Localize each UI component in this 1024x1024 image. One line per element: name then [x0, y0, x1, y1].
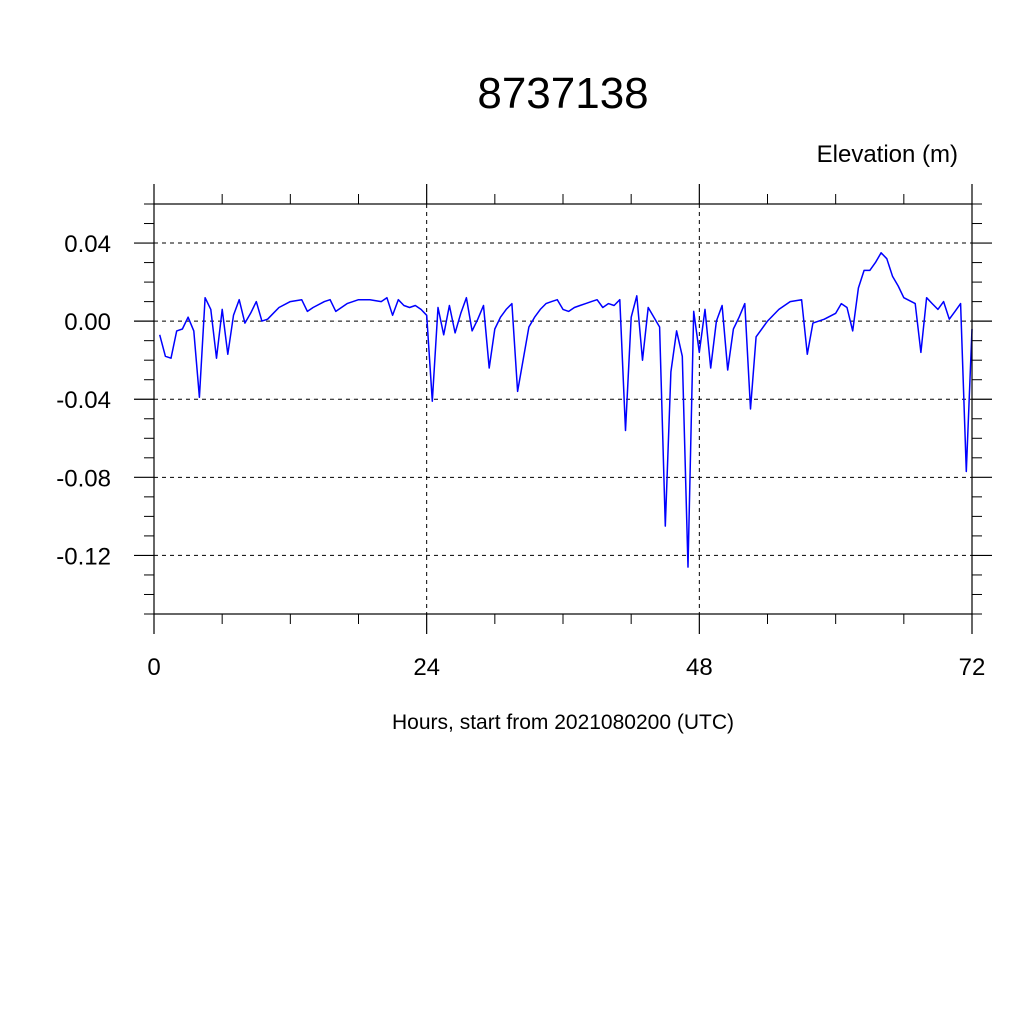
grid-lines	[154, 204, 972, 614]
series-line	[158, 252, 973, 568]
plot-frame	[153, 203, 973, 615]
y-tick-label: -0.04	[56, 387, 111, 414]
unit-label: Elevation (m)	[817, 141, 958, 168]
tick-labels: 0.04 0.00 -0.04 -0.08 -0.12 0 24 48 72	[56, 231, 985, 681]
y-tick-label: 0.00	[64, 309, 111, 336]
y-tick-label: -0.08	[56, 465, 111, 492]
x-tick-label: 24	[413, 654, 440, 681]
chart-title: 8737138	[477, 69, 648, 118]
x-axis-label: Hours, start from 2021080200 (UTC)	[392, 711, 734, 734]
x-tick-label: 48	[686, 654, 713, 681]
x-tick-label: 0	[147, 654, 160, 681]
series-group	[158, 252, 973, 568]
axis-ticks	[134, 184, 992, 634]
x-tick-label: 72	[959, 654, 986, 681]
y-tick-label: 0.04	[64, 231, 111, 258]
y-tick-label: -0.12	[56, 543, 111, 570]
